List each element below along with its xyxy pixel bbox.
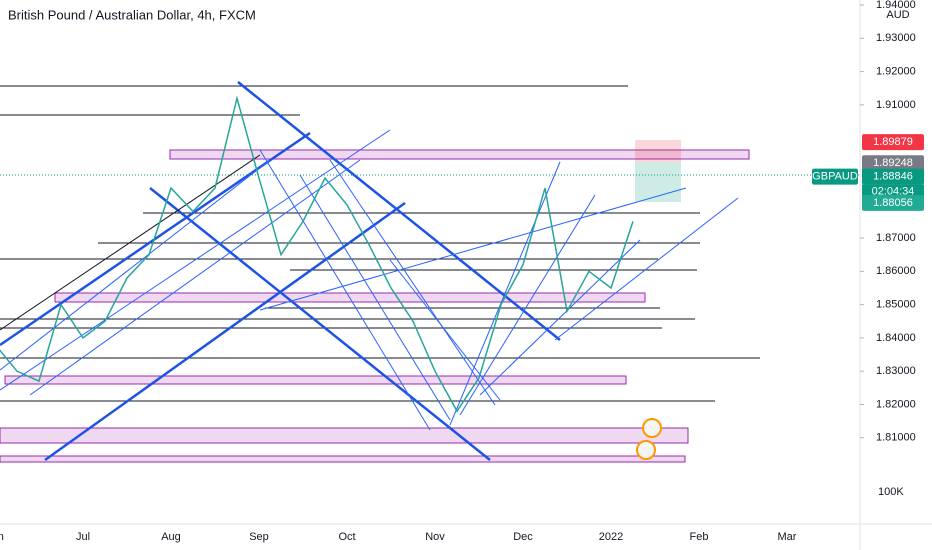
price-label: 1.89879 bbox=[873, 136, 913, 148]
y-tick-label: 1.84000 bbox=[876, 332, 916, 344]
x-tick-label: Jul bbox=[76, 531, 90, 543]
trend-lines bbox=[0, 129, 739, 431]
target-zone bbox=[635, 162, 681, 202]
x-tick-label: Oct bbox=[338, 531, 355, 543]
level-lines bbox=[0, 85, 760, 402]
x-tick-label: Feb bbox=[690, 531, 709, 543]
x-tick-label: 2022 bbox=[599, 531, 623, 543]
chart-title: British Pound / Australian Dollar, 4h, F… bbox=[8, 7, 256, 22]
y-tick-label: 1.93000 bbox=[876, 32, 916, 44]
y-tick-label: 1.85000 bbox=[876, 299, 916, 311]
y-tick-label: 1.92000 bbox=[876, 65, 916, 77]
countdown-label: 02:04:34 bbox=[872, 185, 915, 197]
y-tick-label: 1.83000 bbox=[876, 365, 916, 377]
price-label-box bbox=[862, 134, 924, 151]
symbol-box bbox=[812, 168, 858, 185]
price-label: 1.89248 bbox=[873, 157, 913, 169]
x-tick-label: Nov bbox=[425, 531, 445, 543]
price-label-box bbox=[862, 168, 924, 185]
y-tick-label: 1.87000 bbox=[876, 232, 916, 244]
price-label-box bbox=[862, 155, 924, 172]
event-icon bbox=[642, 418, 662, 438]
price-line bbox=[0, 95, 634, 413]
event-icon bbox=[636, 440, 656, 460]
price-label: 1.88056 bbox=[873, 197, 913, 209]
x-tick-label: Jun bbox=[0, 531, 4, 543]
drawings bbox=[0, 81, 860, 463]
symbol-label: GBPAUD bbox=[812, 170, 858, 182]
stop-zone bbox=[635, 140, 681, 162]
currency-label: AUD bbox=[886, 9, 909, 21]
volume-tick-label: 100K bbox=[878, 486, 904, 498]
x-tick-label: Mar bbox=[778, 531, 797, 543]
x-tick-label: Aug bbox=[161, 531, 181, 543]
x-tick-label: Sep bbox=[249, 531, 269, 543]
y-tick-label: 1.82000 bbox=[876, 398, 916, 410]
x-tick-label: Dec bbox=[513, 531, 533, 543]
price-label-box bbox=[862, 194, 924, 211]
y-tick-label: 1.86000 bbox=[876, 265, 916, 277]
price-label: 1.88846 bbox=[873, 170, 913, 182]
y-tick-label: 1.91000 bbox=[876, 99, 916, 111]
y-tick-label: 1.94000 bbox=[876, 0, 916, 11]
y-tick-label: 1.81000 bbox=[876, 432, 916, 444]
trend-lines-bold bbox=[0, 81, 561, 462]
